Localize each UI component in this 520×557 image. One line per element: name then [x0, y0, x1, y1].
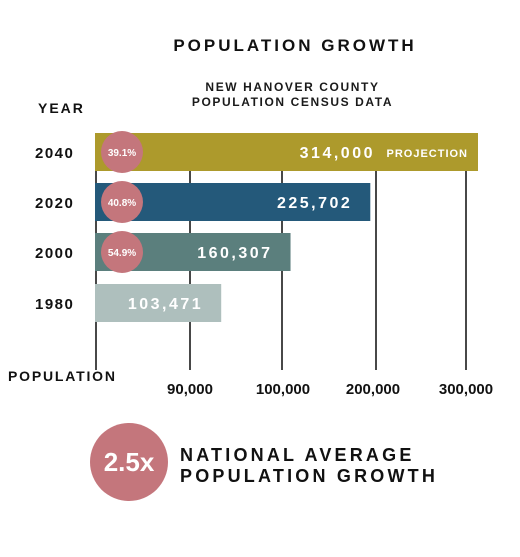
callout-text: NATIONAL AVERAGE POPULATION GROWTH	[180, 445, 438, 487]
data-label: 103,471	[128, 296, 203, 313]
x-tick-label: 100,000	[256, 381, 310, 398]
bar-suffix-label: PROJECTION	[386, 148, 468, 160]
data-label: 160,307	[197, 245, 272, 262]
data-label: 314,000	[300, 145, 375, 162]
category-label: 2000	[35, 245, 74, 262]
growth-badge-label: 40.8%	[108, 198, 136, 209]
growth-badge-label: 54.9%	[108, 248, 136, 259]
category-label: 2040	[35, 145, 74, 162]
data-label: 225,702	[277, 195, 352, 212]
growth-badge	[101, 231, 143, 273]
subtitle-line-1: NEW HANOVER COUNTY	[205, 80, 380, 94]
bar-1980	[95, 284, 222, 322]
growth-badge	[101, 131, 143, 173]
x-axis-label: POPULATION	[8, 368, 117, 384]
y-axis-label: YEAR	[38, 100, 85, 116]
growth-badge-label: 39.1%	[108, 148, 136, 159]
bar-2040	[95, 133, 478, 171]
callout-line-1: NATIONAL AVERAGE	[180, 445, 415, 465]
x-tick-label: 300,000	[439, 381, 493, 398]
category-label: 1980	[35, 296, 74, 313]
x-tick-label: 90,000	[167, 381, 213, 398]
x-tick-label: 200,000	[346, 381, 400, 398]
growth-multiplier: 2.5x	[103, 446, 155, 477]
subtitle-line-2: POPULATION CENSUS DATA	[191, 95, 394, 109]
category-label: 2020	[35, 195, 74, 212]
growth-badge	[101, 181, 143, 223]
callout-line-2: POPULATION GROWTH	[180, 466, 439, 486]
chart-title: POPULATION GROWTH	[173, 36, 417, 55]
chart-subtitle: NEW HANOVER COUNTY POPULATION CENSUS DAT…	[180, 80, 405, 110]
growth-callout-badge: 2.5x	[90, 423, 168, 501]
